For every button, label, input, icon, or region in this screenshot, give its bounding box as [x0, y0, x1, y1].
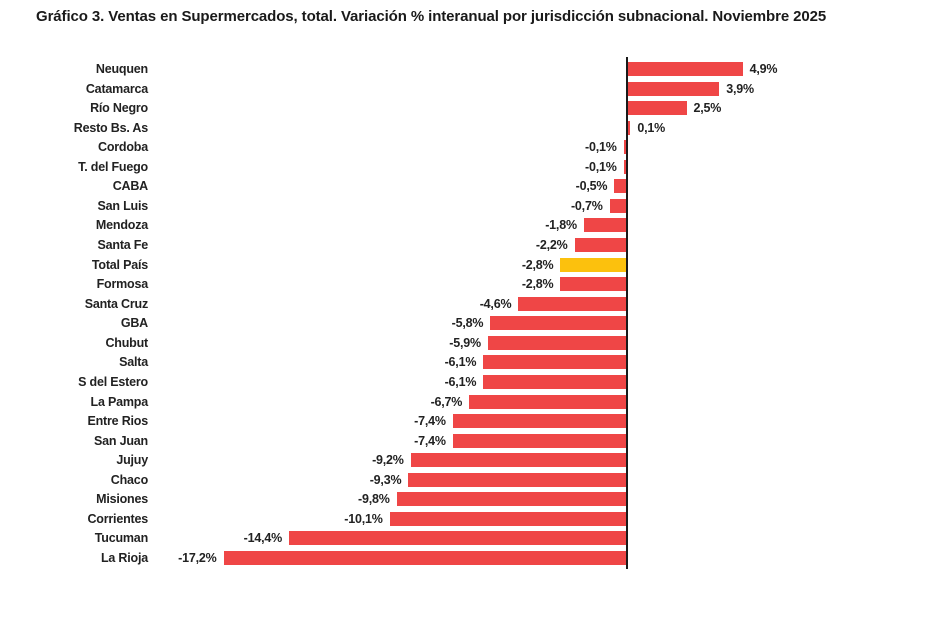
value-label-misiones: -9,8%: [358, 492, 390, 507]
data-bar-formosa: [560, 277, 626, 292]
data-bar-chaco: [408, 472, 626, 487]
category-label-chubut: Chubut: [105, 335, 148, 350]
data-bar-caba: [614, 179, 626, 194]
value-label-chubut: -5,9%: [449, 335, 481, 350]
category-label-total-pais: Total País: [91, 257, 148, 272]
category-label-mendoza: Mendoza: [95, 218, 148, 233]
category-label-la-pampa: La Pampa: [90, 394, 149, 409]
value-label-corrientes: -10,1%: [344, 511, 383, 526]
value-label-formosa: -2,8%: [521, 277, 554, 292]
category-label-salta: Salta: [119, 355, 148, 370]
data-bar-t-del-fuego: [623, 159, 626, 174]
category-label-caba: CABA: [112, 179, 149, 194]
category-label-resto-bs-as: Resto Bs. As: [73, 120, 148, 135]
value-label-entre-rios: -7,4%: [414, 414, 446, 429]
category-label-santa-cruz: Santa Cruz: [84, 296, 148, 311]
value-label-tucuman: -14,4%: [243, 531, 283, 546]
category-label-tucuman: Tucuman: [94, 531, 148, 546]
value-label-neuquen: 4,9%: [749, 62, 778, 76]
value-label-la-pampa: -6,7%: [430, 394, 463, 409]
data-bar-misiones: [396, 492, 626, 507]
data-bar-chubut: [487, 335, 626, 350]
value-label-mendoza: -1,8%: [545, 218, 577, 233]
category-label-rio-negro: Río Negro: [90, 101, 148, 116]
data-bar-santa-cruz: [518, 296, 626, 311]
value-label-gba: -5,8%: [451, 316, 484, 331]
value-label-santa-cruz: -4,6%: [479, 296, 512, 311]
value-label-caba: -0,5%: [575, 179, 608, 194]
value-label-t-del-fuego: -0,1%: [585, 159, 617, 174]
category-label-neuquen: Neuquen: [95, 62, 148, 76]
category-label-corrientes: Corrientes: [87, 511, 148, 526]
data-bar-la-rioja: [223, 551, 626, 565]
data-bar-mendoza: [583, 218, 626, 233]
value-label-la-rioja: -17,2%: [178, 551, 217, 565]
data-bar-cordoba: [623, 140, 626, 155]
value-label-resto-bs-as: 0,1%: [637, 120, 666, 135]
zero-axis-line: [626, 57, 628, 569]
data-bar-san-luis: [609, 198, 626, 213]
data-bar-entre-rios: [452, 414, 626, 429]
category-label-san-luis: San Luis: [97, 198, 149, 213]
data-bar-s-del-estero: [483, 374, 626, 389]
data-bar-santa-fe: [574, 238, 626, 253]
category-label-entre-rios: Entre Rios: [87, 414, 148, 429]
value-label-chaco: -9,3%: [369, 472, 402, 487]
data-bar-gba: [490, 316, 626, 331]
data-bar-catamarca: [628, 81, 720, 96]
category-label-gba: GBA: [120, 316, 148, 331]
data-bar-neuquen: [628, 62, 743, 76]
data-bar-resto-bs-as: [628, 120, 631, 135]
category-label-formosa: Formosa: [96, 277, 149, 292]
category-label-cordoba: Cordoba: [98, 140, 148, 155]
data-bar-san-juan: [452, 433, 626, 448]
value-label-san-luis: -0,7%: [570, 198, 603, 213]
value-label-rio-negro: 2,5%: [693, 101, 722, 116]
data-bar-la-pampa: [469, 394, 626, 409]
data-bar-corrientes: [389, 511, 626, 526]
value-label-s-del-estero: -6,1%: [444, 374, 477, 389]
data-bar-rio-negro: [628, 101, 687, 116]
category-label-san-juan: San Juan: [94, 433, 148, 448]
value-label-total-pais: -2,8%: [521, 257, 554, 272]
value-label-cordoba: -0,1%: [585, 140, 617, 155]
category-label-jujuy: Jujuy: [116, 453, 148, 468]
data-bar-tucuman: [289, 531, 626, 546]
category-label-s-del-estero: S del Estero: [78, 374, 148, 389]
data-bar-salta: [483, 355, 626, 370]
value-label-santa-fe: -2,2%: [535, 238, 568, 253]
value-label-catamarca: 3,9%: [726, 81, 754, 96]
data-bar-jujuy: [410, 453, 626, 468]
category-label-santa-fe: Santa Fe: [97, 238, 149, 253]
value-label-jujuy: -9,2%: [372, 453, 404, 468]
value-label-salta: -6,1%: [444, 355, 477, 370]
category-label-misiones: Misiones: [96, 492, 148, 507]
category-label-t-del-fuego: T. del Fuego: [78, 159, 148, 174]
data-bar-total-pais: [560, 257, 626, 272]
category-label-catamarca: Catamarca: [85, 81, 148, 96]
chart-title: Gráfico 3. Ventas en Supermercados, tota…: [36, 8, 827, 25]
category-label-la-rioja: La Rioja: [100, 551, 148, 565]
category-label-chaco: Chaco: [110, 472, 148, 487]
value-label-san-juan: -7,4%: [414, 433, 446, 448]
